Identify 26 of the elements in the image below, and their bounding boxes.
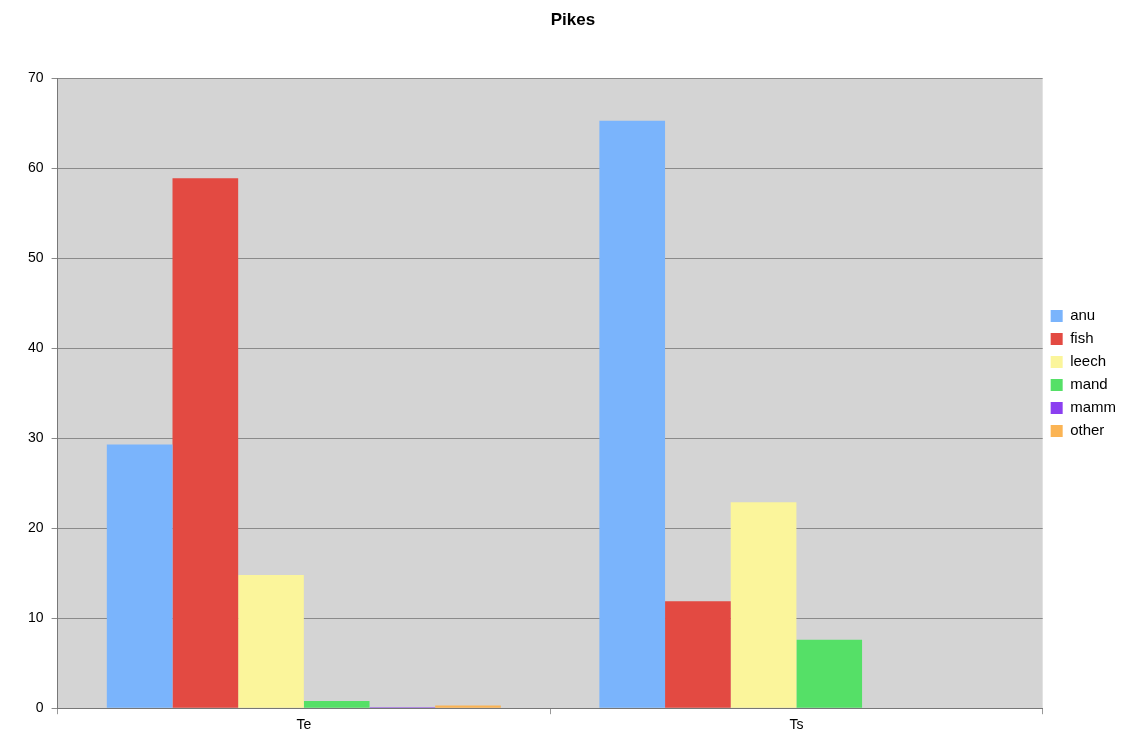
y-tick-label: 40 [27, 339, 44, 356]
legend-label: mamm [1070, 398, 1116, 416]
y-tick-label: 50 [27, 249, 44, 266]
y-tick-label: 60 [27, 159, 44, 176]
x-tick-label: Te [296, 716, 312, 733]
y-tick-label: 10 [27, 609, 44, 626]
legend-label: fish [1070, 329, 1094, 347]
bar [730, 502, 797, 708]
legend-label: other [1070, 421, 1105, 439]
legend-label: anu [1070, 306, 1096, 324]
legend-label: leech [1070, 352, 1107, 370]
bar [435, 705, 501, 708]
bar [238, 575, 304, 708]
y-tick-label: 70 [27, 69, 44, 86]
y-tick-label: 30 [27, 429, 44, 446]
x-tick-label: Ts [789, 716, 804, 733]
bar [796, 639, 863, 708]
bar [172, 178, 239, 708]
bar [599, 120, 666, 708]
legend-label: mand [1070, 375, 1108, 393]
chart-title: Pikes [550, 9, 596, 29]
y-tick-label: 0 [35, 699, 44, 716]
bar [106, 444, 173, 708]
bar [303, 701, 370, 708]
y-tick-label: 20 [27, 519, 44, 536]
bar [665, 601, 731, 708]
